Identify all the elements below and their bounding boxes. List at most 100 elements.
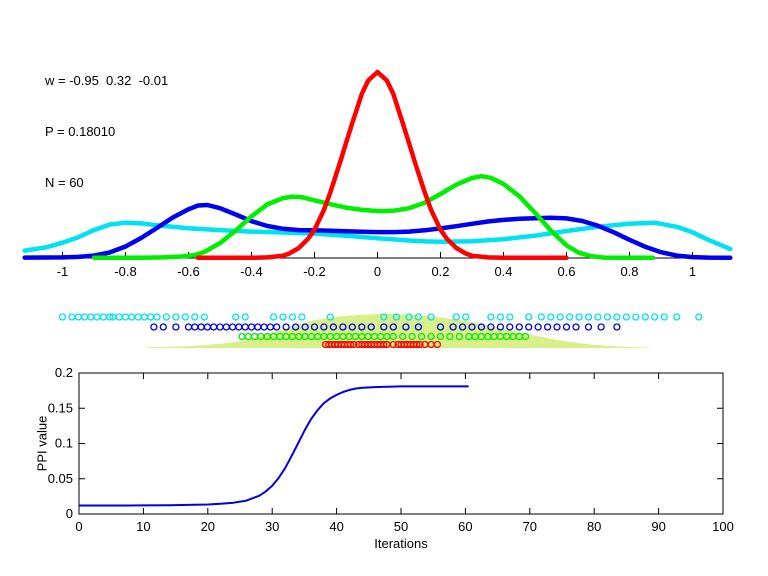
cyan-samples-point xyxy=(380,313,388,321)
ppi-plot-frame xyxy=(78,372,724,515)
ppi-x-axis-label: Iterations xyxy=(374,536,428,551)
blue-samples-point xyxy=(210,323,218,331)
blue-samples-point xyxy=(329,323,338,331)
blue-samples-point xyxy=(203,323,212,331)
green-samples-point xyxy=(446,332,454,341)
cyan-samples-point xyxy=(68,313,76,321)
cyan-samples-point xyxy=(641,313,649,321)
blue-samples-point xyxy=(534,323,542,331)
blue-samples-point xyxy=(197,323,205,331)
red-samples-point xyxy=(380,340,388,349)
green-density-curve xyxy=(91,173,656,261)
cyan-samples-point xyxy=(140,313,149,321)
blue-samples-point xyxy=(216,323,224,331)
cyan-samples-point xyxy=(506,313,514,321)
cyan-samples-point xyxy=(405,313,413,321)
blue-samples-point xyxy=(543,323,552,331)
cyan-samples-point xyxy=(547,313,555,321)
blue-samples-point xyxy=(266,323,275,331)
annotation-w: w = -0.95 0.32 -0.01 xyxy=(45,73,169,88)
blue-samples-point xyxy=(506,323,514,331)
cyan-samples-point xyxy=(660,313,668,321)
density-plot: -1 -0.8 -0.6 -0.4 -0.2 0 0.2 0.4 0.6 0.8 1 xyxy=(22,69,733,279)
ppi-y-tick-label: 0 xyxy=(66,506,73,521)
ppi-curve xyxy=(79,385,469,507)
cyan-density-curve xyxy=(22,220,733,253)
blue-samples-point xyxy=(597,323,605,331)
cyan-samples-point xyxy=(565,313,574,321)
density-x-tick-label: 0.8 xyxy=(620,264,638,279)
blue-samples-point xyxy=(358,323,366,331)
blue-samples-point xyxy=(241,323,249,331)
cyan-samples-point xyxy=(537,313,545,321)
blue-samples-point xyxy=(572,323,580,331)
blue-samples-point xyxy=(458,323,467,331)
cyan-samples-point xyxy=(651,313,659,321)
ppi-x-tick-label: 30 xyxy=(265,519,279,534)
density-x-tick-label: 0 xyxy=(374,264,381,279)
annotation-n: N = 60 xyxy=(45,175,84,190)
density-x-tick-label: 0.6 xyxy=(557,264,575,279)
red-samples-point xyxy=(350,340,358,349)
ppi-x-tick-label: 70 xyxy=(523,519,537,534)
blue-samples-point xyxy=(228,323,237,331)
cyan-samples-point xyxy=(200,313,208,321)
blue-samples-point xyxy=(159,323,167,331)
cyan-samples-point xyxy=(279,313,287,321)
cyan-samples-point xyxy=(632,313,640,321)
cyan-samples-point xyxy=(673,313,681,321)
blue-samples-point xyxy=(339,323,347,331)
cyan-samples-point xyxy=(525,313,533,321)
cyan-samples-point xyxy=(613,313,621,321)
green-samples-point xyxy=(399,332,407,341)
blue-samples-point xyxy=(348,323,356,331)
density-x-tick-label: -0.8 xyxy=(114,264,136,279)
cyan-samples-point xyxy=(162,313,171,321)
green-samples-point xyxy=(436,332,445,341)
blue-samples-point xyxy=(235,323,243,331)
cyan-samples-point xyxy=(594,313,602,321)
cyan-samples-point xyxy=(556,313,564,321)
cyan-samples-point xyxy=(288,313,297,321)
blue-samples-point xyxy=(273,323,281,331)
blue-density-curve xyxy=(22,202,733,261)
density-x-tick-label: 1 xyxy=(689,264,696,279)
blue-samples-point xyxy=(282,323,290,331)
blue-samples-point xyxy=(150,323,158,331)
cyan-samples-point xyxy=(241,313,249,321)
green-samples-point xyxy=(389,332,397,341)
green-samples-point xyxy=(417,332,426,341)
cyan-samples-point xyxy=(575,313,583,321)
blue-samples-point xyxy=(515,323,523,331)
green-samples-point xyxy=(238,332,246,341)
green-samples-point xyxy=(408,332,416,341)
cyan-samples-point xyxy=(462,313,470,321)
red-samples-point xyxy=(416,340,424,349)
blue-samples-point xyxy=(389,323,397,331)
ppi-x-tick-label: 80 xyxy=(587,519,601,534)
cyan-samples-point xyxy=(99,313,108,321)
blue-samples-point xyxy=(320,323,328,331)
blue-samples-point xyxy=(367,323,375,331)
ppi-x-tick-label: 60 xyxy=(458,519,472,534)
cyan-samples-point xyxy=(603,313,612,321)
cyan-samples-point xyxy=(392,313,401,321)
blue-samples-point xyxy=(477,323,486,331)
cyan-samples-point xyxy=(695,313,703,321)
cyan-samples-point xyxy=(153,313,161,321)
blue-samples-point xyxy=(525,323,533,331)
blue-samples-point xyxy=(414,323,423,331)
ppi-x-tick-label: 10 xyxy=(136,519,150,534)
cyan-samples-point xyxy=(298,313,306,321)
blue-samples-point xyxy=(613,323,621,331)
parameter-annotation: w = -0.95 0.32 -0.01 P = 0.18010 N = 60 xyxy=(45,38,168,225)
blue-samples-point xyxy=(172,323,180,331)
blue-samples-point xyxy=(380,323,388,331)
green-samples-point xyxy=(427,332,435,341)
ppi-x-tick-label: 40 xyxy=(329,519,343,534)
blue-samples-point xyxy=(436,323,445,331)
blue-samples-point xyxy=(301,323,309,331)
cyan-samples-point xyxy=(128,313,136,321)
red-samples-point xyxy=(347,340,355,349)
density-x-tick-label: -0.2 xyxy=(303,264,325,279)
